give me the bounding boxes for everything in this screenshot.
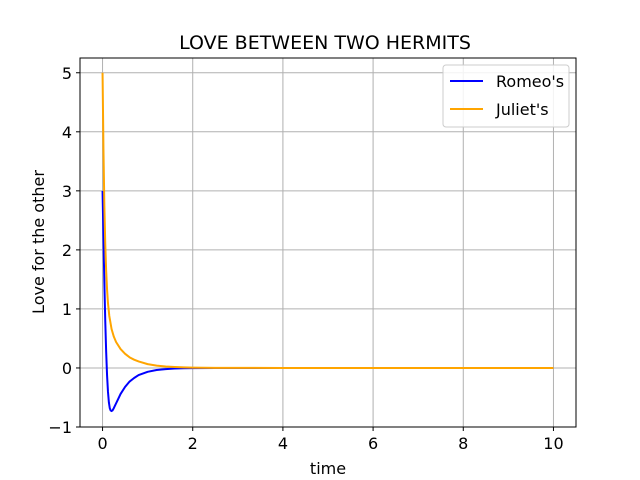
x-tick-label: 8	[458, 434, 468, 453]
ticks: 0 2 4 6 8 10 −1 0 1 2 3 4 5	[48, 64, 563, 453]
series-line-juliet-s	[101, 72, 554, 369]
y-axis-label: Love for the other	[29, 170, 48, 314]
chart-title: LOVE BETWEEN TWO HERMITS	[179, 32, 471, 54]
legend-label-romeo-s: Romeo's	[496, 72, 564, 91]
y-tick-label: 4	[62, 123, 72, 142]
y-tick-label: 1	[62, 300, 72, 319]
y-tick-label: 0	[62, 359, 72, 378]
plot-frame	[79, 57, 577, 428]
y-tick-label: −1	[48, 418, 72, 437]
x-tick-label: 6	[368, 434, 378, 453]
x-tick-label: 4	[278, 434, 288, 453]
series-layer	[101, 72, 554, 413]
y-tick-label: 2	[62, 241, 72, 260]
x-tick-label: 10	[543, 434, 563, 453]
x-tick-label: 2	[188, 434, 198, 453]
x-tick-label: 0	[97, 434, 107, 453]
grid	[80, 58, 576, 428]
y-tick-label: 5	[62, 64, 72, 83]
x-axis-label: time	[310, 459, 346, 478]
y-tick-label: 3	[62, 182, 72, 201]
legend-label-juliet-s: Juliet's	[495, 100, 549, 119]
legend: Romeo's Juliet's	[442, 64, 570, 128]
